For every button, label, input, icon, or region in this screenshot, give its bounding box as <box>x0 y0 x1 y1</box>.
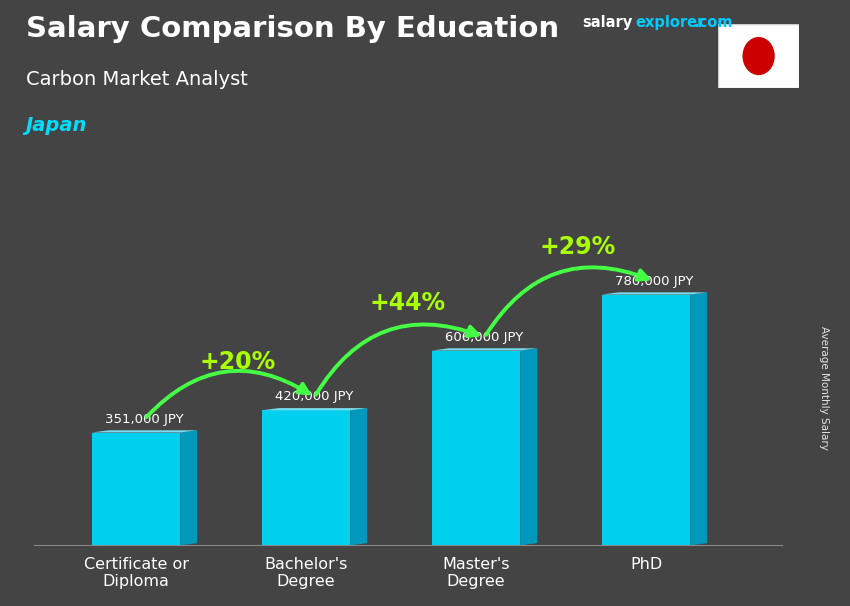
Polygon shape <box>262 408 367 410</box>
Bar <box>602 295 690 545</box>
Circle shape <box>743 37 775 75</box>
Text: 606,000 JPY: 606,000 JPY <box>445 330 524 344</box>
Text: +20%: +20% <box>200 350 276 375</box>
Polygon shape <box>602 292 707 295</box>
Text: 351,000 JPY: 351,000 JPY <box>105 413 184 425</box>
Text: explorer: explorer <box>635 15 705 30</box>
FancyArrowPatch shape <box>486 267 648 335</box>
Text: salary: salary <box>582 15 632 30</box>
Text: +44%: +44% <box>370 291 446 315</box>
Text: 780,000 JPY: 780,000 JPY <box>615 275 694 288</box>
Text: Japan: Japan <box>26 116 87 135</box>
Text: 420,000 JPY: 420,000 JPY <box>275 390 354 404</box>
Bar <box>262 410 350 545</box>
Polygon shape <box>432 348 537 350</box>
Text: Average Monthly Salary: Average Monthly Salary <box>819 326 829 450</box>
Bar <box>432 350 520 545</box>
Text: +29%: +29% <box>540 235 616 259</box>
Polygon shape <box>350 408 367 545</box>
Polygon shape <box>92 430 197 433</box>
Polygon shape <box>180 430 197 545</box>
Text: Salary Comparison By Education: Salary Comparison By Education <box>26 15 558 43</box>
Bar <box>92 433 180 545</box>
Text: Carbon Market Analyst: Carbon Market Analyst <box>26 70 247 88</box>
FancyArrowPatch shape <box>316 324 478 395</box>
Polygon shape <box>690 292 707 545</box>
Text: .com: .com <box>694 15 733 30</box>
Polygon shape <box>520 348 537 545</box>
FancyArrowPatch shape <box>146 371 309 417</box>
